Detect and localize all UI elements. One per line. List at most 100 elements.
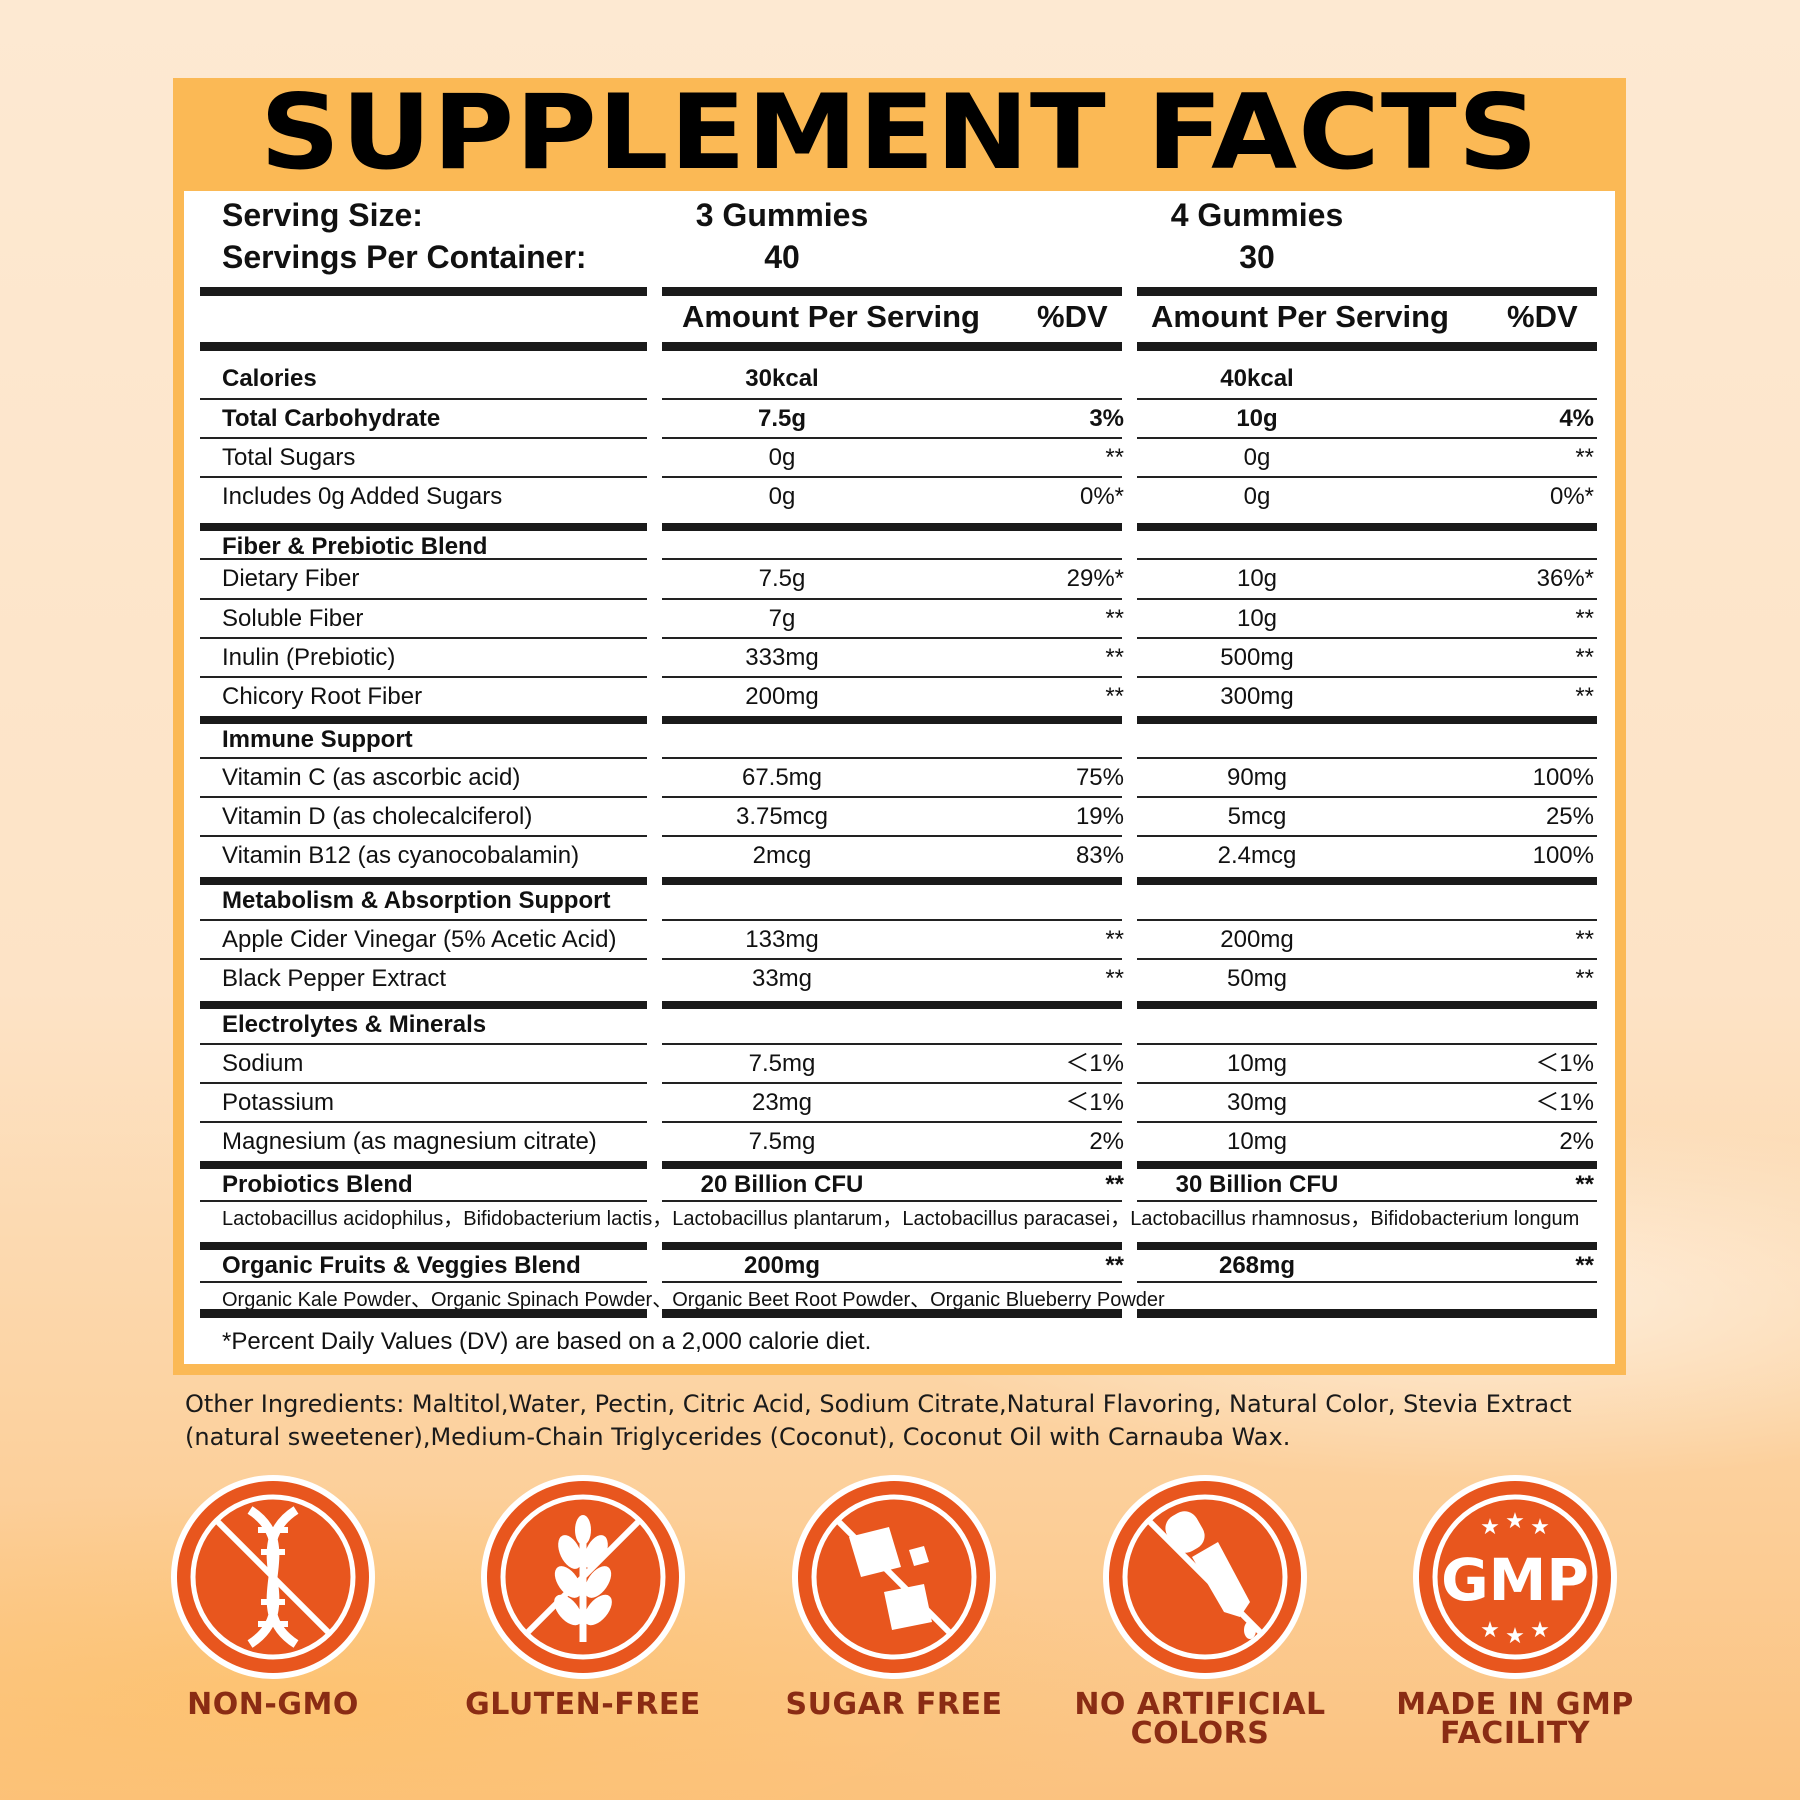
svg-text:★: ★	[1505, 1624, 1525, 1649]
gmp-icon: ★ ★ ★ ★ ★ ★ GMP	[1413, 1475, 1617, 1679]
divider	[1137, 437, 1597, 439]
badge-label-gmp: MADE IN GMP FACILITY	[1396, 1687, 1634, 1751]
divider	[200, 476, 647, 478]
nutrient-name: Sodium	[222, 1050, 304, 1077]
divider	[1137, 1082, 1597, 1084]
serving-size-col2: 4 Gummies	[1170, 197, 1344, 233]
divider	[662, 476, 1122, 478]
divider	[662, 757, 1122, 759]
divider	[1137, 1242, 1597, 1250]
badge-no-artificial-colors	[1100, 1472, 1310, 1682]
sugar-cube-icon	[792, 1475, 996, 1679]
divider	[1137, 716, 1597, 724]
divider	[662, 796, 1122, 798]
badge-non-gmo	[168, 1472, 378, 1682]
svg-text:★: ★	[1505, 1509, 1525, 1534]
dv-value: 25%	[1545, 803, 1594, 830]
divider	[662, 1200, 1122, 1202]
nutrient-name: Includes 0g Added Sugars	[222, 483, 503, 510]
dv-value: **	[1105, 644, 1124, 671]
amount-value: 200mg	[1220, 926, 1294, 953]
amount-value: 0g	[1243, 444, 1271, 471]
divider	[1137, 835, 1597, 837]
nutrient-name: Inulin (Prebiotic)	[222, 644, 396, 671]
nutrient-name: Vitamin C (as ascorbic acid)	[222, 764, 521, 791]
blend-ingredients: Organic Kale Powder、Organic Spinach Powd…	[222, 1289, 1165, 1311]
dv-value: 3%	[1089, 405, 1124, 432]
amount-value: 333mg	[745, 644, 819, 671]
amount-value: 20 Billion CFU	[700, 1171, 864, 1198]
divider	[200, 1200, 647, 1202]
divider	[1137, 398, 1597, 400]
divider	[662, 1121, 1122, 1123]
supplement-facts-panel: SUPPLEMENT FACTS Serving Size: Servings …	[173, 78, 1626, 1375]
divider	[1137, 958, 1597, 960]
nutrient-name: Potassium	[222, 1089, 335, 1116]
amount-value: 200mg	[743, 1252, 821, 1279]
section-heading: Immune Support	[222, 726, 413, 753]
dv-value: 100%	[1532, 764, 1594, 791]
amount-value: 67.5mg	[741, 764, 823, 791]
divider	[662, 523, 1122, 531]
divider	[1137, 1161, 1597, 1169]
dv-value: ＜1%	[1065, 1050, 1124, 1077]
dv-value: **	[1575, 605, 1594, 632]
divider	[200, 523, 647, 531]
amount-value: 90mg	[1226, 764, 1288, 791]
dv-value: ＜1%	[1535, 1050, 1594, 1077]
divider	[662, 437, 1122, 439]
divider	[1137, 1043, 1597, 1045]
nutrient-name: Vitamin B12 (as cyanocobalamin)	[222, 842, 580, 869]
nutrient-name: Dietary Fiber	[222, 565, 360, 592]
svg-text:★: ★	[1480, 1618, 1500, 1643]
divider	[200, 1281, 647, 1283]
other-ingredients: Other Ingredients: Maltitol,Water, Pecti…	[185, 1390, 1572, 1451]
amount-value: 10mg	[1226, 1050, 1288, 1077]
nutrient-name: Vitamin D (as cholecalciferol)	[222, 803, 533, 830]
page-title: SUPPLEMENT FACTS	[259, 73, 1539, 193]
nutrient-name: Organic Fruits & Veggies Blend	[222, 1252, 581, 1279]
nutrient-name: Magnesium (as magnesium citrate)	[222, 1128, 597, 1155]
facts-table: Serving Size: Servings Per Container: 3 …	[184, 191, 1615, 1364]
divider	[200, 437, 647, 439]
badge-label-non-gmo: NON-GMO	[187, 1687, 359, 1722]
divider	[1137, 1001, 1597, 1009]
divider	[1137, 1281, 1597, 1283]
amount-value: 7.5g	[757, 405, 807, 432]
amount-value: 10mg	[1226, 1128, 1288, 1155]
dv-value: **	[1575, 644, 1594, 671]
dv-value: 100%	[1532, 842, 1594, 869]
dv-value: **	[1105, 683, 1124, 710]
divider	[200, 1161, 647, 1169]
badge-sugar-free	[789, 1472, 999, 1682]
divider	[1137, 523, 1597, 531]
amount-value: 30mg	[1226, 1089, 1288, 1116]
divider	[200, 796, 647, 798]
amount-value: 0g	[1243, 483, 1271, 510]
dv-value: **	[1575, 444, 1594, 471]
amount-value: 7g	[768, 605, 796, 632]
divider	[200, 598, 647, 600]
divider	[200, 835, 647, 837]
svg-text:★: ★	[1530, 1515, 1550, 1540]
dv-value: ＜1%	[1065, 1089, 1124, 1116]
divider	[1137, 637, 1597, 639]
divider	[662, 919, 1122, 921]
section-heading: Fiber & Prebiotic Blend	[222, 533, 488, 560]
divider	[200, 398, 647, 400]
dv-value: 2%	[1559, 1128, 1594, 1155]
dv-value: **	[1575, 1252, 1594, 1279]
dv-value: 0%*	[1079, 483, 1124, 510]
amount-header-col1: Amount Per Serving	[682, 299, 980, 334]
divider	[200, 1043, 647, 1045]
servings-count-col1: 40	[764, 239, 800, 275]
divider	[200, 958, 647, 960]
divider	[1137, 342, 1597, 351]
nutrient-name: Total Carbohydrate	[222, 405, 441, 432]
servings-count-col2: 30	[1239, 239, 1275, 275]
dv-header-col2: %DV	[1507, 299, 1578, 334]
badge-label-no-artificial-colors: NO ARTIFICIAL COLORS	[1074, 1687, 1326, 1751]
divider	[1137, 919, 1597, 921]
footnote: *Percent Daily Values (DV) are based on …	[222, 1328, 872, 1355]
serving-size-col1: 3 Gummies	[695, 197, 869, 233]
